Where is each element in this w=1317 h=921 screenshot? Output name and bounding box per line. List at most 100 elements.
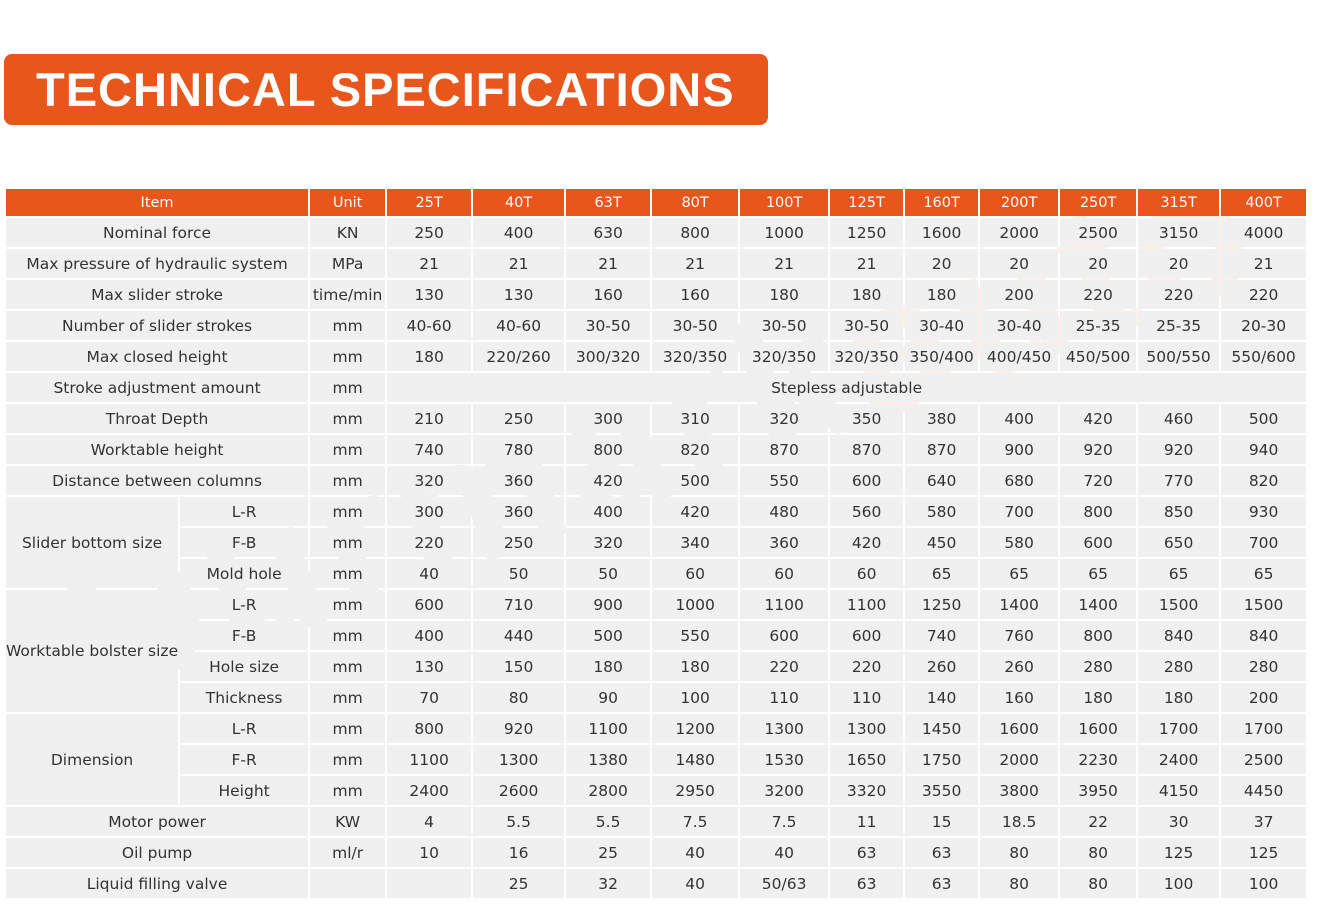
table-cell: 65 — [1221, 559, 1307, 588]
table-cell: 200 — [980, 280, 1059, 309]
table-cell: 840 — [1221, 621, 1307, 650]
table-row: Thickness mm 70 80 90 100 110 110 140 160 180 180 20… — [6, 683, 1307, 712]
table-cell: 320 — [387, 466, 472, 495]
table-cell: 22 — [1060, 807, 1137, 836]
table-cell: 440 — [473, 621, 565, 650]
table-cell: 400 — [387, 621, 472, 650]
column-header-model: 25T — [387, 189, 472, 216]
table-cell: 60 — [740, 559, 829, 588]
table-cell: 1400 — [1060, 590, 1137, 619]
table-cell: 800 — [1060, 621, 1137, 650]
row-label: Max slider stroke — [6, 280, 309, 309]
row-sub-label: Mold hole — [180, 559, 309, 588]
table-cell: 450 — [905, 528, 979, 557]
table-cell: 180 — [387, 342, 472, 371]
table-cell: 800 — [1060, 497, 1137, 526]
table-row: Max closed height mm 180 220/260 300/320 320/… — [6, 342, 1307, 371]
row-unit: mm — [310, 528, 386, 557]
row-unit: mm — [310, 466, 386, 495]
table-cell: 50/63 — [740, 869, 829, 898]
table-cell: 30-40 — [905, 311, 979, 340]
table-cell: 130 — [387, 280, 472, 309]
table-cell: 720 — [1060, 466, 1137, 495]
column-header-model: 63T — [566, 189, 651, 216]
column-header-model: 315T — [1138, 189, 1220, 216]
table-cell: 600 — [830, 466, 904, 495]
table-cell: 550/600 — [1221, 342, 1307, 371]
table-cell: 920 — [473, 714, 565, 743]
table-cell: 250 — [473, 528, 565, 557]
row-span-value: Stepless adjustable — [387, 373, 1307, 402]
row-label: Worktable height — [6, 435, 309, 464]
row-unit: MPa — [310, 249, 386, 278]
row-sub-label: Thickness — [180, 683, 309, 712]
table-cell: 21 — [740, 249, 829, 278]
table-cell: 220 — [740, 652, 829, 681]
table-cell: 500 — [652, 466, 739, 495]
table-cell: 130 — [473, 280, 565, 309]
column-header-model: 100T — [740, 189, 829, 216]
table-cell: 2500 — [1221, 745, 1307, 774]
table-cell: 110 — [740, 683, 829, 712]
table-cell: 18.5 — [980, 807, 1059, 836]
table-cell: 2950 — [652, 776, 739, 805]
table-cell: 80 — [980, 838, 1059, 867]
table-cell: 310 — [652, 404, 739, 433]
table-cell: 420 — [652, 497, 739, 526]
row-unit: mm — [310, 373, 386, 402]
table-cell: 180 — [740, 280, 829, 309]
row-sub-label: L-R — [180, 497, 309, 526]
table-cell: 600 — [387, 590, 472, 619]
table-cell: 1480 — [652, 745, 739, 774]
table-cell: 260 — [980, 652, 1059, 681]
table-cell: 20 — [905, 249, 979, 278]
table-cell: 180 — [1138, 683, 1220, 712]
table-cell: 580 — [905, 497, 979, 526]
table-cell: 130 — [387, 652, 472, 681]
table-cell: 40-60 — [473, 311, 565, 340]
table-cell: 32 — [566, 869, 651, 898]
column-header-unit: Unit — [310, 189, 386, 216]
table-cell: 2600 — [473, 776, 565, 805]
column-header-model: 40T — [473, 189, 565, 216]
row-sub-label: L-R — [180, 714, 309, 743]
table-cell: 630 — [566, 218, 651, 247]
table-cell: 840 — [1138, 621, 1220, 650]
spec-table: Item Unit 25T 40T 63T 80T 100T 125T 160T 200T 250T… — [4, 187, 1308, 900]
table-cell: 15 — [905, 807, 979, 836]
table-cell: 1650 — [830, 745, 904, 774]
table-cell: 500/550 — [1138, 342, 1220, 371]
table-cell: 40-60 — [387, 311, 472, 340]
table-cell: 220 — [387, 528, 472, 557]
row-unit: mm — [310, 342, 386, 371]
table-cell: 420 — [1060, 404, 1137, 433]
table-cell: 1500 — [1138, 590, 1220, 619]
table-cell: 50 — [566, 559, 651, 588]
table-cell: 360 — [473, 466, 565, 495]
row-unit: KN — [310, 218, 386, 247]
row-sub-label: Height — [180, 776, 309, 805]
table-cell: 160 — [652, 280, 739, 309]
table-cell: 90 — [566, 683, 651, 712]
table-cell: 1600 — [905, 218, 979, 247]
table-cell: 25 — [566, 838, 651, 867]
table-cell: 2230 — [1060, 745, 1137, 774]
table-cell: 125 — [1138, 838, 1220, 867]
title-banner: TECHNICAL SPECIFICATIONS — [4, 54, 768, 125]
table-cell: 21 — [1221, 249, 1307, 278]
table-cell: 100 — [1138, 869, 1220, 898]
table-cell: 1250 — [905, 590, 979, 619]
table-row: Slider bottom size L-R mm 300 360 400 420 480 56… — [6, 497, 1307, 588]
table-cell: 220/260 — [473, 342, 565, 371]
table-cell: 1100 — [740, 590, 829, 619]
table-cell: 2800 — [566, 776, 651, 805]
table-row: F-B mm 220 250 320 340 360 420 450 580 600 650 700 — [6, 528, 1307, 557]
table-cell: 210 — [387, 404, 472, 433]
table-cell: 3200 — [740, 776, 829, 805]
table-cell: 250 — [473, 404, 565, 433]
table-cell: 30 — [1138, 807, 1220, 836]
table-row: Worktable bolster size L-R mm 600 710 900 1000… — [6, 590, 1307, 712]
table-cell: 100 — [1221, 869, 1307, 898]
table-cell: 600 — [830, 621, 904, 650]
table-cell: 1380 — [566, 745, 651, 774]
